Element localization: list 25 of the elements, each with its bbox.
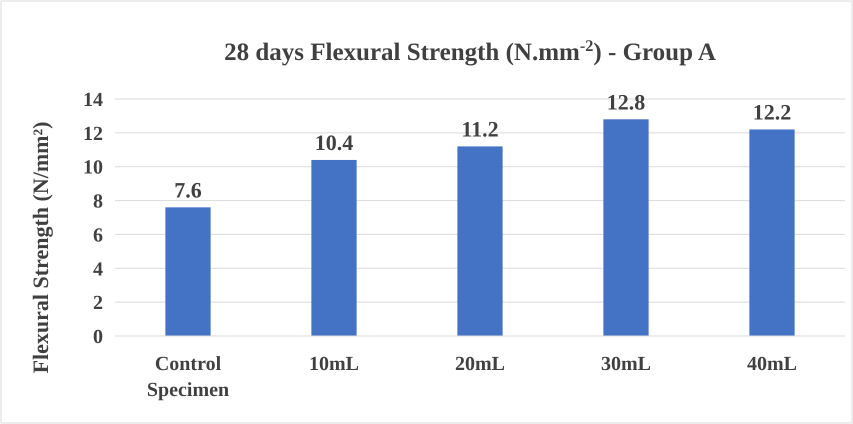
y-tick-label: 12 bbox=[83, 122, 103, 145]
y-tick-label: 14 bbox=[83, 89, 103, 111]
x-tick-label: 20mL bbox=[455, 353, 505, 375]
bar bbox=[603, 119, 649, 336]
chart-title: 28 days Flexural Strength (N.mm$^{-2}$) - Group A bbox=[224, 37, 716, 66]
y-tick-label: 8 bbox=[93, 190, 103, 213]
y-axis-title: Flexural Strength (N/mm²) bbox=[28, 122, 53, 374]
data-label: 12.8 bbox=[606, 89, 646, 114]
x-tick-label: 30mL bbox=[601, 353, 651, 375]
data-label: 11.2 bbox=[461, 116, 499, 142]
y-tick-label: 10 bbox=[83, 156, 103, 179]
data-label: 7.6 bbox=[174, 177, 202, 202]
y-tick-label: 6 bbox=[93, 224, 103, 246]
y-tick-label: 2 bbox=[93, 292, 103, 314]
y-tick-label: 0 bbox=[93, 326, 103, 348]
bar bbox=[165, 207, 211, 336]
data-label: 12.2 bbox=[752, 99, 792, 124]
x-tick-label: Control Specimen bbox=[146, 353, 230, 401]
bar bbox=[311, 160, 357, 336]
bar bbox=[749, 129, 795, 336]
x-tick-label: 40mL bbox=[747, 353, 797, 375]
y-tick-label: 4 bbox=[93, 258, 103, 280]
bar bbox=[457, 146, 503, 336]
data-label: 10.4 bbox=[314, 130, 354, 155]
x-tick-label: 10mL bbox=[309, 353, 359, 375]
